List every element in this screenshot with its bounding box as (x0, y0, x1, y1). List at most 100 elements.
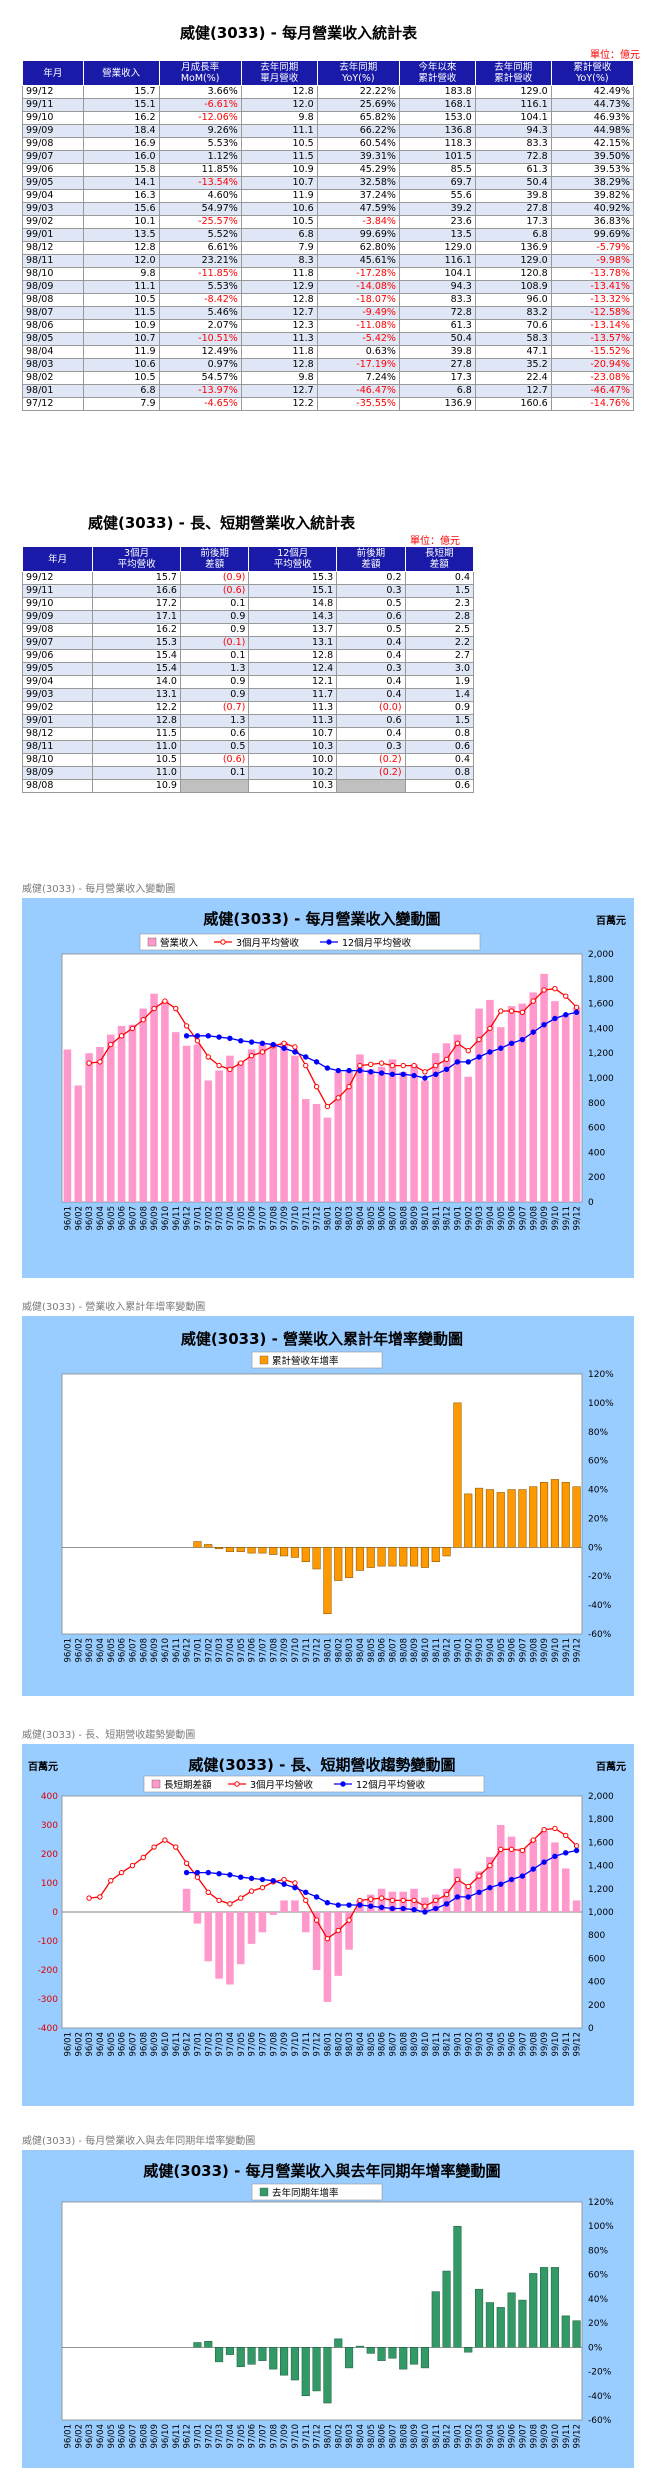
cell-5: 168.1 (398, 98, 476, 112)
y-tick-label: 200 (588, 1173, 605, 1183)
cell-7: 42.49% (550, 85, 635, 99)
plot-area (61, 1373, 583, 1635)
cell-2: (0.7) (179, 701, 250, 715)
cell-6: 47.1 (474, 345, 552, 359)
cell-2: 54.97% (158, 202, 242, 216)
x-tick-label: 98/12 (443, 2424, 453, 2449)
y-tick-label: -100 (38, 1937, 59, 1947)
x-tick-label: 96/02 (74, 2424, 84, 2449)
cell-0: 99/07 (21, 636, 94, 650)
point (541, 1859, 547, 1865)
x-tick-label: 99/07 (518, 2424, 528, 2449)
y-tick-label: 20% (588, 2319, 608, 2329)
x-tick-label: 97/04 (226, 2424, 236, 2449)
x-tick-label: 98/09 (410, 2424, 420, 2449)
point (487, 1025, 493, 1032)
point (205, 1033, 211, 1039)
x-tick-label: 99/03 (475, 1206, 485, 1231)
bar (475, 1487, 484, 1548)
bar (345, 2347, 354, 2369)
point (498, 1846, 504, 1853)
bar (345, 1070, 353, 1202)
table-row: 98/03 10.6 0.97% 12.8 -17.19% 27.8 35.2 -20.94% (22, 358, 635, 372)
bar (236, 1061, 245, 1202)
x-tick-label: 98/03 (345, 1206, 355, 1231)
header-6: 去年同期 累計營收 (474, 60, 552, 86)
x-tick-label: 98/01 (323, 2424, 333, 2449)
x-tick-label: 98/07 (388, 1638, 398, 1663)
y-tick-label-right: 600 (588, 1954, 605, 1964)
long-short-trend-chart: 威健(3033) - 長、短期營收趨勢變動圖 百萬元 百萬元 400 300 200 100… (28, 1756, 626, 2057)
cell-0: 99/10 (21, 597, 94, 611)
bar (561, 1014, 570, 1202)
point (519, 1009, 526, 1015)
cell-1: 11.9 (82, 345, 160, 359)
point (108, 1877, 114, 1884)
cell-4: 0.4 (336, 688, 406, 702)
unit-label: 百萬元 (596, 1760, 626, 1773)
cell-4: 0.4 (336, 649, 406, 663)
point (335, 1902, 341, 1908)
point (508, 1876, 515, 1883)
point (238, 1895, 244, 1901)
legend-label: 長短期差額 (164, 1779, 212, 1791)
cell-1: 16.6 (92, 584, 181, 598)
cell-4: 60.54% (316, 137, 400, 151)
cell-4: 0.5 (336, 597, 406, 611)
x-tick-label: 98/11 (432, 1206, 442, 1231)
x-tick-label: 96/02 (74, 1206, 84, 1231)
cell-1: 17.1 (92, 610, 181, 624)
point (530, 1837, 536, 1843)
cell-0: 99/01 (21, 714, 94, 728)
bar (312, 1912, 321, 1970)
cell-6: 39.8 (474, 189, 552, 203)
bar (442, 2270, 451, 2348)
cell-5: 3.0 (404, 662, 475, 676)
cell-3: 12.1 (248, 675, 338, 689)
series-line (89, 988, 578, 1108)
cell-0: 99/02 (21, 701, 94, 715)
legend-box (251, 2183, 383, 2201)
cell-6: 22.4 (474, 371, 552, 385)
point (173, 1005, 179, 1012)
cell-1: 16.3 (82, 189, 160, 203)
x-tick-label: 99/03 (475, 2032, 485, 2057)
table-row: 99/04 14.0 0.9 12.1 0.4 1.9 (21, 675, 475, 689)
cell-5: 27.8 (398, 358, 476, 372)
bar (421, 1080, 429, 1202)
x-tick-label: 99/08 (529, 1206, 539, 1231)
x-tick-label: 98/02 (334, 1638, 344, 1663)
x-tick-label: 98/06 (378, 1206, 388, 1231)
chart3-panel: 威健(3033) - 長、短期營收趨勢變動圖 百萬元 百萬元 400 300 200 100… (22, 1744, 634, 2106)
x-tick-label: 97/07 (258, 2032, 268, 2057)
cell-3: 10.6 (240, 202, 318, 216)
point (422, 1909, 428, 1915)
point (519, 1873, 526, 1879)
x-tick-label: 99/05 (497, 1638, 507, 1663)
cell-2: 0.9 (179, 675, 250, 689)
cell-2: 0.97% (158, 358, 242, 372)
y-tick-label: -60% (588, 1630, 612, 1640)
bar (193, 1044, 202, 1202)
point (281, 1040, 287, 1046)
point (378, 1904, 385, 1911)
x-tick-label: 98/02 (334, 2032, 344, 2057)
bar (377, 2347, 386, 2361)
cell-1: 12.0 (82, 254, 160, 268)
monthly-revenue-table: 年月 營業收入 月成長率 MoM(%) 去年同期 單月營收 去年同期 YoY(%) 今年以… (22, 60, 635, 411)
cell-3: 10.2 (248, 766, 338, 780)
cell-5: 0.8 (404, 727, 475, 741)
table-row: 99/09 17.1 0.9 14.3 0.6 2.8 (21, 610, 475, 624)
point (313, 1917, 320, 1923)
bar (377, 1066, 386, 1202)
bar (540, 1482, 549, 1548)
table-row: 99/06 15.8 11.85% 10.9 45.29% 85.5 61.3 39.53% (22, 163, 635, 177)
x-tick-label: 96/07 (128, 1206, 138, 1231)
cell-6: 83.2 (474, 306, 552, 320)
plot-area (61, 2201, 583, 2421)
chart-title: 威健(3033) - 營業收入累計年增率變動圖 (181, 1330, 463, 1348)
bar (258, 1044, 267, 1202)
point (573, 1009, 580, 1015)
header-3: 12個月 平均營收 (248, 546, 338, 572)
point (140, 1017, 146, 1023)
